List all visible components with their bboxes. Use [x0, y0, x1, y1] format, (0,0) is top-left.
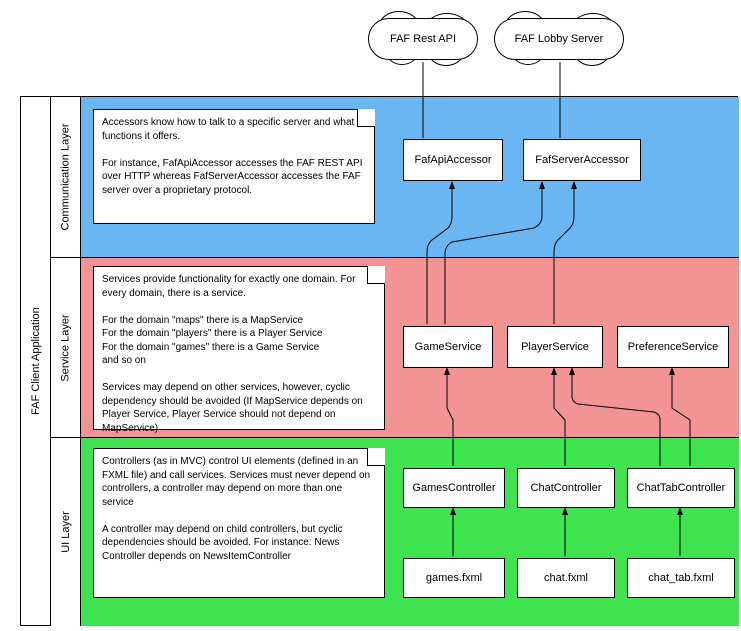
layer-service: Service Layer Services provide functiona…	[51, 257, 739, 437]
architecture-diagram: FAF Rest API FAF Lobby Server FAF Client…	[0, 0, 741, 631]
cloud-faf-api: FAF Rest API	[368, 18, 478, 60]
layer-svc-label: Service Layer	[60, 314, 72, 381]
note-svc: Services provide functionality for exact…	[93, 266, 385, 430]
app-label-wrap: FAF Client Application	[21, 97, 51, 625]
box-chatfxml: chat.fxml	[517, 558, 615, 598]
note-svc-text: Services provide functionality for exact…	[102, 273, 376, 435]
app-container: FAF Client Application Communication Lay…	[20, 96, 738, 626]
layer-ui-label: UI Layer	[60, 511, 72, 553]
note-ui: Controllers (as in MVC) control UI eleme…	[93, 448, 385, 598]
box-fafapiaccessor: FafApiAccessor	[403, 139, 503, 181]
layer-comm-label: Communication Layer	[60, 124, 72, 231]
box-preferenceservice-label: PreferenceService	[628, 341, 719, 353]
box-preferenceservice: PreferenceService	[617, 326, 729, 368]
box-chattabfxml: chat_tab.fxml	[627, 558, 735, 598]
box-gamescontroller-label: GamesController	[412, 482, 495, 494]
box-playerservice: PlayerService	[507, 326, 603, 368]
box-gameservice: GameService	[403, 326, 493, 368]
app-label: FAF Client Application	[30, 307, 42, 415]
box-fafapiaccessor-label: FafApiAccessor	[414, 154, 491, 166]
note-ui-text: Controllers (as in MVC) control UI eleme…	[102, 455, 376, 563]
box-gameservice-label: GameService	[415, 341, 482, 353]
box-chattabfxml-label: chat_tab.fxml	[648, 572, 713, 584]
box-gamesfxml-label: games.fxml	[426, 572, 482, 584]
cloud-api-label: FAF Rest API	[377, 31, 469, 47]
box-gamesfxml: games.fxml	[403, 558, 505, 598]
box-chatcontroller: ChatController	[517, 468, 615, 508]
layer-communication: Communication Layer Accessors know how t…	[51, 97, 739, 257]
box-playerservice-label: PlayerService	[521, 341, 589, 353]
box-fafserveraccessor-label: FafServerAccessor	[535, 154, 629, 166]
layer-ui-label-wrap: UI Layer	[51, 438, 81, 626]
layer-svc-label-wrap: Service Layer	[51, 258, 81, 437]
layer-ui: UI Layer Controllers (as in MVC) control…	[51, 437, 739, 626]
cloud-lobby-label: FAF Lobby Server	[503, 31, 615, 47]
box-chatcontroller-label: ChatController	[531, 482, 602, 494]
note-comm-text: Accessors know how to talk to a specific…	[102, 116, 366, 197]
box-chattabcontroller-label: ChatTabController	[637, 482, 726, 494]
box-chatfxml-label: chat.fxml	[544, 572, 588, 584]
cloud-faf-lobby: FAF Lobby Server	[494, 18, 624, 60]
box-fafserveraccessor: FafServerAccessor	[523, 139, 641, 181]
box-chattabcontroller: ChatTabController	[627, 468, 735, 508]
box-gamescontroller: GamesController	[403, 468, 505, 508]
note-comm: Accessors know how to talk to a specific…	[93, 109, 375, 224]
layer-comm-label-wrap: Communication Layer	[51, 97, 81, 257]
